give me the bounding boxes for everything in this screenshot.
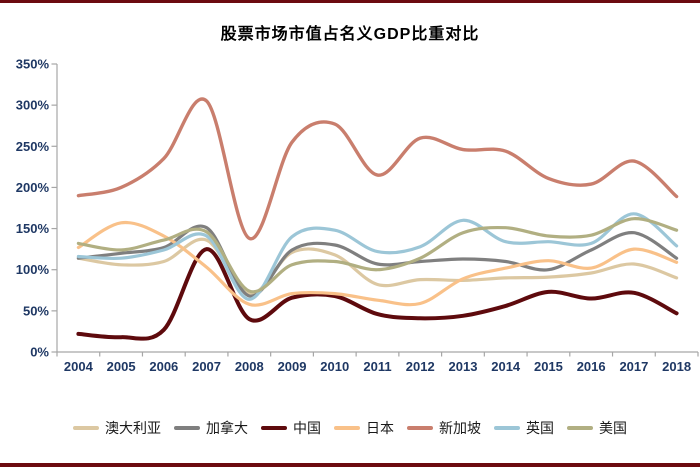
- legend-swatch-japan: [334, 426, 360, 430]
- x-tick-label: 2011: [363, 359, 391, 374]
- legend-swatch-us: [567, 426, 593, 430]
- x-tick-label: 2004: [64, 359, 94, 374]
- bottom-accent-bar: [0, 463, 700, 467]
- legend-swatch-australia: [73, 426, 99, 430]
- legend-item-uk: 英国: [494, 418, 554, 438]
- y-tick-label: 350%: [16, 57, 50, 72]
- legend-label-us: 美国: [599, 422, 627, 437]
- legend-item-australia: 澳大利亚: [73, 418, 161, 438]
- x-tick-label: 2006: [149, 359, 178, 374]
- series-line-uk: [76, 212, 679, 301]
- legend-swatch-china: [261, 426, 287, 430]
- legend-label-singapore: 新加坡: [439, 422, 481, 437]
- legend-label-canada: 加拿大: [206, 422, 248, 437]
- y-tick-label: 250%: [16, 139, 50, 154]
- x-tick-label: 2013: [449, 359, 478, 374]
- x-tick-label: 2016: [577, 359, 606, 374]
- legend-label-japan: 日本: [366, 422, 394, 437]
- legend-swatch-singapore: [407, 426, 433, 430]
- y-tick-label: 150%: [16, 221, 50, 236]
- x-tick-label: 2009: [278, 359, 307, 374]
- axes: [56, 64, 698, 353]
- legend-label-australia: 澳大利亚: [105, 422, 161, 437]
- legend-swatch-uk: [494, 426, 520, 430]
- series-line-australia: [76, 237, 679, 296]
- y-axis-ticks: 0% 50% 100% 150% 200% 250% 300% 350%: [16, 57, 57, 360]
- series-line-singapore: [76, 97, 679, 241]
- top-accent-bar: [0, 0, 700, 3]
- legend-item-singapore: 新加坡: [407, 418, 481, 438]
- legend-swatch-canada: [174, 426, 200, 430]
- chart-legend: 澳大利亚 加拿大 中国 日本 新加坡 英国 美国: [0, 415, 700, 441]
- legend-item-japan: 日本: [334, 418, 394, 438]
- legend-item-china: 中国: [261, 418, 321, 438]
- x-tick-label: 2012: [406, 359, 435, 374]
- x-tick-label: 2008: [235, 359, 264, 374]
- chart-title: 股票市场市值占名义GDP比重对比: [220, 26, 480, 43]
- series-lines: [76, 97, 679, 341]
- y-tick-label: 100%: [16, 262, 50, 277]
- x-tick-label: 2015: [534, 359, 563, 374]
- y-tick-label: 200%: [16, 180, 50, 195]
- y-tick-label: 50%: [23, 303, 49, 318]
- y-tick-label: 300%: [16, 98, 50, 113]
- x-tick-label: 2007: [192, 359, 221, 374]
- legend-item-canada: 加拿大: [174, 418, 248, 438]
- legend-label-uk: 英国: [526, 422, 554, 437]
- x-tick-label: 2014: [491, 359, 521, 374]
- legend-item-us: 美国: [567, 418, 627, 438]
- x-tick-label: 2017: [619, 359, 648, 374]
- legend-label-china: 中国: [293, 422, 321, 437]
- x-tick-label: 2018: [662, 359, 691, 374]
- series-line-china: [76, 247, 679, 341]
- y-tick-label: 0%: [30, 345, 49, 360]
- x-axis-ticks: 2004 2005 2006 2007 2008 2009 2010 2011 2012 2013…: [56, 352, 699, 374]
- x-tick-label: 2005: [107, 359, 136, 374]
- line-chart: 0%50%100%150%200%250%300%350%2004 2005 200…: [16, 57, 699, 374]
- x-tick-label: 2010: [320, 359, 349, 374]
- series-line-us: [76, 217, 679, 294]
- series-line-canada: [76, 224, 679, 298]
